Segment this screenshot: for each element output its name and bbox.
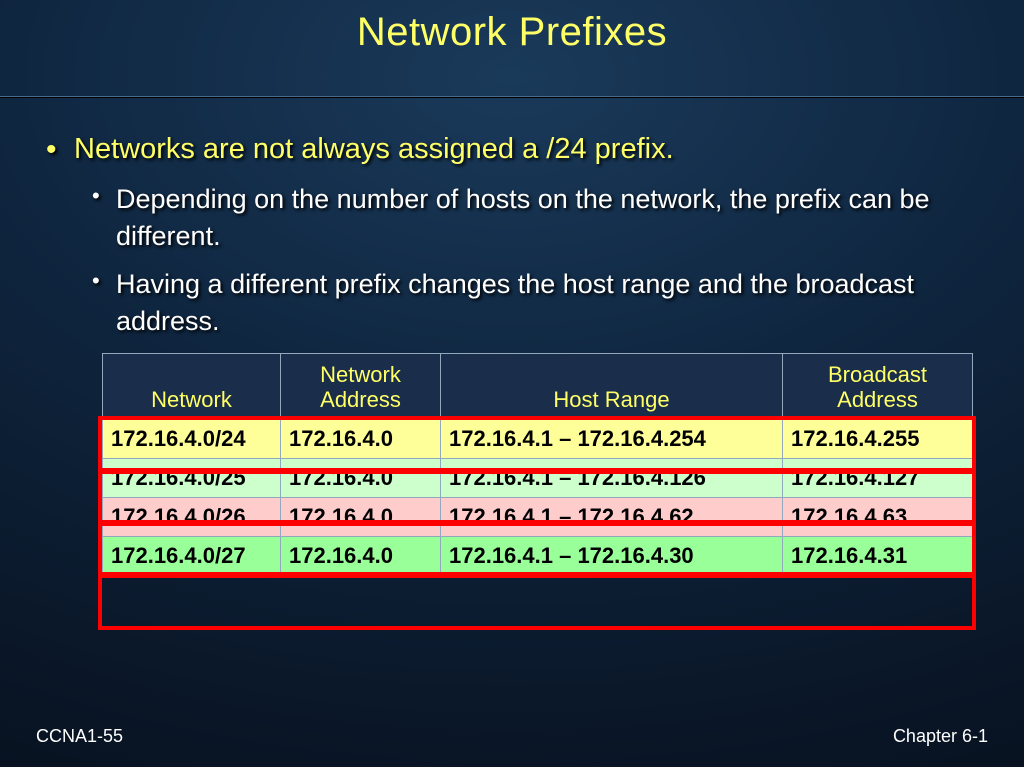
cell: 172.16.4.1 – 172.16.4.62 [441, 497, 783, 536]
table-row: 172.16.4.0/27 172.16.4.0 172.16.4.1 – 17… [103, 536, 973, 575]
cell: 172.16.4.0/25 [103, 458, 281, 497]
table-row: 172.16.4.0/26 172.16.4.0 172.16.4.1 – 17… [103, 497, 973, 536]
th-network: Network [103, 354, 281, 420]
content-area: Networks are not always assigned a /24 p… [0, 97, 1024, 576]
cell: 172.16.4.0 [281, 536, 441, 575]
prefix-table: Network Network Address Host Range Broad… [102, 353, 973, 576]
cell: 172.16.4.1 – 172.16.4.126 [441, 458, 783, 497]
row-outline-4 [98, 572, 976, 630]
cell: 172.16.4.0/24 [103, 419, 281, 458]
th-broadcast: Broadcast Address [783, 354, 973, 420]
slide: Network Prefixes Networks are not always… [0, 0, 1024, 767]
page-title: Network Prefixes [357, 10, 667, 54]
table-head: Network Network Address Host Range Broad… [103, 354, 973, 420]
sub-bullet-list: Depending on the number of hosts on the … [74, 181, 984, 339]
cell: 172.16.4.1 – 172.16.4.30 [441, 536, 783, 575]
bullet-list: Networks are not always assigned a /24 p… [40, 131, 984, 339]
header-row: Network Network Address Host Range Broad… [103, 354, 973, 420]
footer-right: Chapter 6-1 [893, 726, 988, 747]
cell: 172.16.4.0/27 [103, 536, 281, 575]
title-bar: Network Prefixes [0, 0, 1024, 97]
th-hostrange: Host Range [441, 354, 783, 420]
table-row: 172.16.4.0/25 172.16.4.0 172.16.4.1 – 17… [103, 458, 973, 497]
footer-left: CCNA1-55 [36, 726, 123, 746]
cell: 172.16.4.127 [783, 458, 973, 497]
th-broadcast-l2: Address [837, 387, 918, 412]
bullet-main: Networks are not always assigned a /24 p… [70, 131, 984, 339]
cell: 172.16.4.63 [783, 497, 973, 536]
cell: 172.16.4.1 – 172.16.4.254 [441, 419, 783, 458]
cell: 172.16.4.0 [281, 458, 441, 497]
table-wrap: Network Network Address Host Range Broad… [102, 353, 972, 576]
bullet-main-text: Networks are not always assigned a /24 p… [74, 133, 674, 165]
sub-bullet-1: Depending on the number of hosts on the … [116, 181, 984, 254]
cell: 172.16.4.31 [783, 536, 973, 575]
table-row: 172.16.4.0/24 172.16.4.0 172.16.4.1 – 17… [103, 419, 973, 458]
cell: 172.16.4.255 [783, 419, 973, 458]
th-netaddr-l2: Address [320, 387, 401, 412]
cell: 172.16.4.0 [281, 497, 441, 536]
th-netaddr: Network Address [281, 354, 441, 420]
table-body: 172.16.4.0/24 172.16.4.0 172.16.4.1 – 17… [103, 419, 973, 575]
footer: CCNA1-55 Chapter 6-1 [0, 726, 1024, 747]
th-netaddr-l1: Network [320, 362, 401, 387]
sub-bullet-2: Having a different prefix changes the ho… [116, 266, 984, 339]
cell: 172.16.4.0/26 [103, 497, 281, 536]
cell: 172.16.4.0 [281, 419, 441, 458]
th-broadcast-l1: Broadcast [828, 362, 927, 387]
